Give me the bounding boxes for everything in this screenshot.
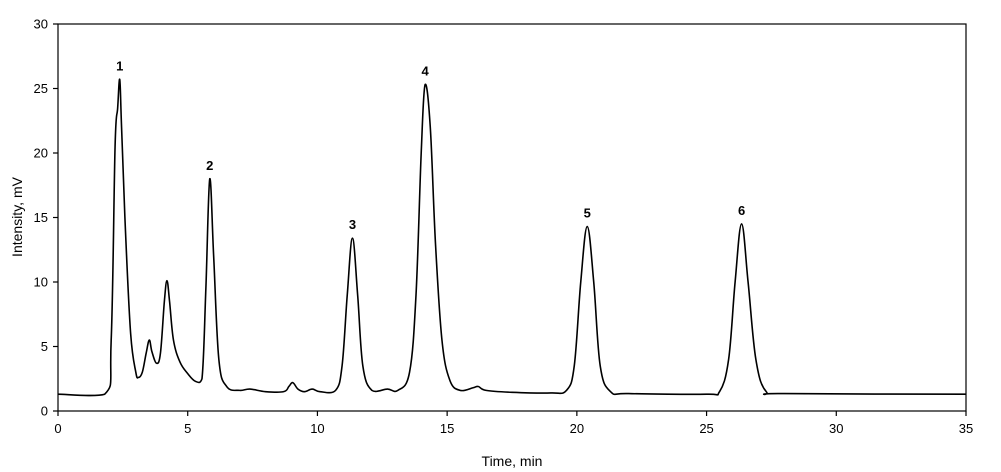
plot-border	[57, 23, 967, 412]
y-tick-label: 20	[34, 146, 48, 161]
peak-label-2: 2	[206, 158, 213, 173]
x-tick-label: 20	[570, 421, 584, 436]
x-tick-label: 30	[829, 421, 843, 436]
x-axis-title: Time, min	[482, 453, 543, 469]
y-tick-label: 30	[34, 17, 48, 32]
y-tick-label: 15	[34, 210, 48, 225]
peak-label-6: 6	[738, 203, 745, 218]
x-tick-label: 15	[440, 421, 454, 436]
peak-label-5: 5	[584, 206, 591, 221]
y-tick-label: 10	[34, 275, 48, 290]
x-tick-label: 5	[184, 421, 191, 436]
x-tick-label: 10	[310, 421, 324, 436]
y-axis-ticks: 0 5 10 15 20 25 30	[34, 17, 58, 419]
y-tick-label: 0	[41, 404, 48, 419]
x-tick-label: 0	[54, 421, 61, 436]
y-tick-label: 5	[41, 339, 48, 354]
x-tick-label: 35	[959, 421, 973, 436]
peak-label-4: 4	[421, 64, 429, 79]
y-tick-label: 25	[34, 81, 48, 96]
y-axis-title: Intensity, mV	[9, 176, 25, 257]
x-axis-ticks: 0 5 10 15 20 25 30 35	[54, 411, 973, 436]
series-line-1	[57, 78, 967, 397]
peak-labels: 1 2 3 4 5 6	[116, 58, 745, 232]
peak-label-1: 1	[116, 58, 123, 73]
plot-frame	[57, 23, 967, 412]
x-tick-label: 25	[699, 421, 713, 436]
series-layer	[57, 78, 967, 397]
peak-label-3: 3	[349, 217, 356, 232]
